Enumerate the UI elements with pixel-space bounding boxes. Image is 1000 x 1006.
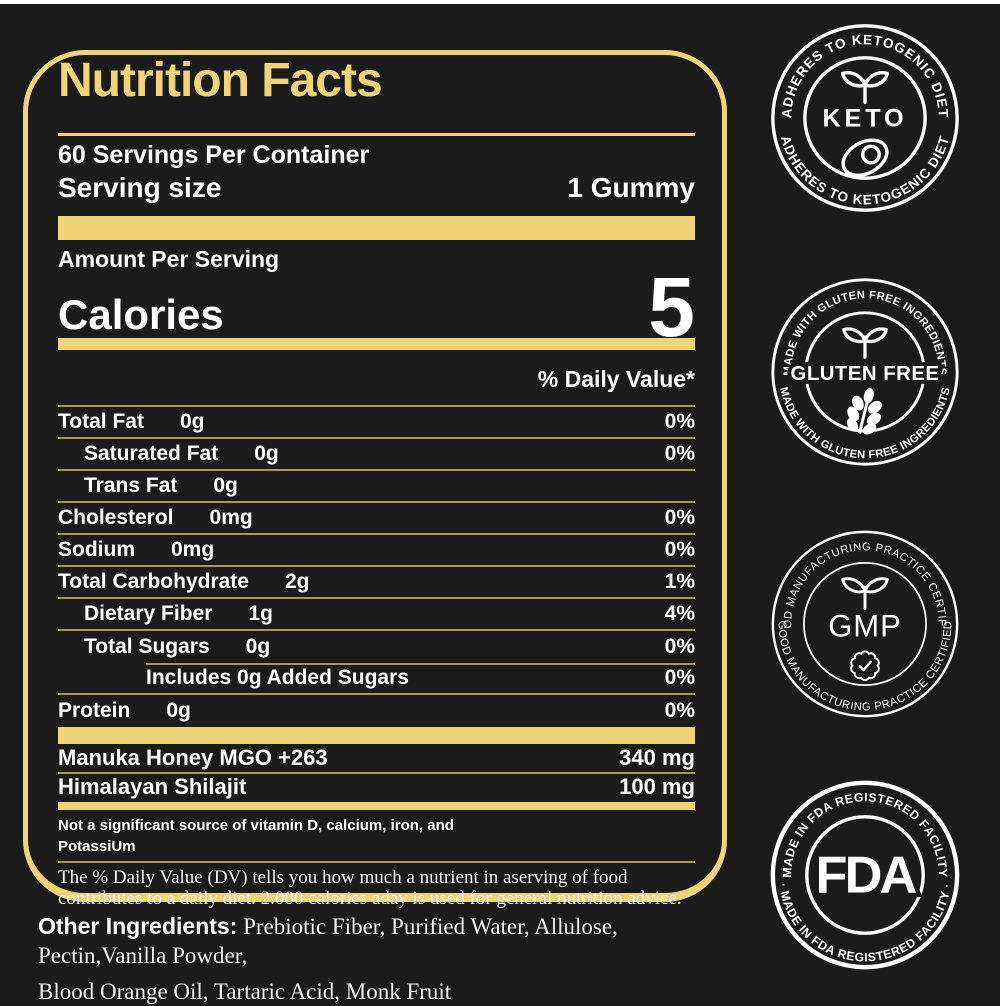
sprout-icon [840, 71, 890, 105]
not-significant-note: Not a significant source of vitamin D, c… [58, 810, 695, 857]
nutrient-row-protein: Protein 0g 0% [58, 695, 695, 727]
nutrient-row-trans-fat: Trans Fat 0g [58, 471, 695, 503]
badge-outer-ring [771, 530, 959, 718]
wheat-icon [846, 388, 882, 435]
nutrient-name: Saturated Fat [84, 442, 219, 465]
nutrient-dv: 1% [664, 570, 695, 593]
nutrient-dv: 0% [664, 506, 695, 529]
nutrient-name: Includes 0g Added Sugars [146, 666, 409, 689]
calories-label: Calories [58, 291, 224, 338]
medium-divider-bar [58, 338, 695, 350]
thick-divider-bar [58, 727, 695, 744]
daily-value-header: % Daily Value* [58, 350, 695, 407]
fda-logo-text: FDA [816, 846, 917, 904]
nutrient-amount: 0g [213, 474, 238, 497]
nutrient-dv: 0% [664, 635, 695, 658]
badge-gmp: GOOD MANUFACTURING PRACTICE CERTIFIED GO… [768, 527, 959, 718]
nutrient-name: Sodium [58, 538, 135, 561]
top-edge-strip [0, 0, 1000, 4]
serving-size-row: Serving size 1 Gummy [58, 172, 695, 204]
footnote-divider [58, 861, 695, 863]
footnote-line-1: The % Daily Value (DV) tells you how muc… [58, 867, 628, 888]
badge-arc-text-bottom: ADHERES TO KETOGENIC DIET [778, 134, 952, 208]
footnote-line-2: contributes to a daily diet. 2.000 calor… [58, 888, 682, 909]
nutrient-dv: 0% [664, 666, 695, 689]
nutrient-name: Protein [58, 699, 131, 722]
nutrient-row-saturated-fat: Saturated Fat 0g 0% [58, 439, 695, 471]
nutrient-dv: 0% [664, 699, 695, 722]
note-line-1: Not a significant source of vitamin D, c… [58, 817, 454, 834]
supplement-value: 100 mg [619, 774, 695, 799]
nutrient-amount: 0mg [171, 538, 215, 561]
badge-keto: ADHERES TO KETOGENIC DIET ADHERES TO KET… [771, 24, 959, 212]
nutrient-dv: 0% [664, 538, 695, 561]
avocado-icon [841, 138, 889, 177]
nutrient-amount: 2g [284, 570, 310, 593]
nutrient-dv: 0% [664, 410, 695, 433]
servings-per-container: 60 Servings Per Container [58, 141, 370, 169]
badge-outer-ring [771, 24, 959, 212]
nutrient-row-total-carbohydrate: Total Carbohydrate 2g 1% [58, 567, 695, 599]
nutrient-amount: 0mg [209, 506, 253, 529]
badge-inner-ring [805, 815, 925, 935]
other-ingredients-line-1: Prebiotic Fiber, Purified Water, Allulos… [38, 914, 618, 968]
supplement-name: Manuka Honey MGO +263 [58, 745, 328, 770]
supplement-name: Himalayan Shilajit [58, 774, 247, 799]
amount-per-serving-label: Amount Per Serving [58, 246, 280, 272]
badge-center-text: KETO [822, 105, 907, 133]
nutrient-name: Trans Fat [84, 474, 178, 497]
small-divider-bar [58, 802, 695, 810]
nutrient-amount: 0g [254, 442, 279, 465]
sprout-icon [841, 577, 889, 610]
other-ingredients: Other Ingredients: Prebiotic Fiber, Puri… [38, 912, 728, 1006]
nutrient-amount: 0g [179, 410, 205, 433]
badge-center-text: GMP [828, 609, 902, 644]
nutrient-row-dietary-fiber: Dietary Fiber 1g 4% [58, 599, 695, 631]
nutrient-dv: 0% [664, 442, 695, 465]
nutrient-row-total-fat: Total Fat 0g 0% [58, 407, 695, 439]
seal-check-icon [850, 650, 880, 681]
nutrient-amount: 0g [245, 635, 271, 658]
title-divider [58, 133, 695, 136]
nutrient-row-sodium: Sodium 0mg 0% [58, 535, 695, 567]
nutrient-row-total-sugars: Total Sugars 0g 0% [58, 631, 695, 663]
nutrition-facts-panel: Nutrition Facts 60 Servings Per Containe… [23, 50, 727, 909]
badge-gluten-free: MADE WITH GLUTEN FREE INGREDIENTS MADE W… [771, 278, 959, 466]
nutrient-name: Dietary Fiber [84, 602, 213, 625]
badge-fda: MADE IN FDA REGISTERED FACILITY · MADE I… [770, 780, 960, 970]
note-line-2: PotassiUm [58, 838, 136, 855]
nutrient-name: Cholesterol [58, 506, 174, 529]
serving-size-label: Serving size [58, 172, 222, 203]
badge-inner-ring [803, 562, 927, 686]
nutrient-amount: 0g [166, 699, 191, 722]
sprout-icon [842, 327, 888, 359]
badge-center-text: GLUTEN FREE [791, 363, 940, 385]
panel-title: Nutrition Facts [58, 54, 383, 107]
nutrient-name: Total Carbohydrate [58, 570, 249, 593]
nutrient-dv: 4% [664, 602, 695, 625]
supplement-value: 340 mg [619, 745, 695, 770]
nutrient-row-cholesterol: Cholesterol 0mg 0% [58, 503, 695, 535]
calories-value: 5 [648, 260, 695, 354]
supplement-row-shilajit: Himalayan Shilajit 100 mg [58, 774, 695, 800]
nutrient-row-added-sugars: Includes 0g Added Sugars 0% [58, 663, 695, 695]
nutrient-name: Total Fat [58, 410, 144, 433]
thick-divider-bar [58, 216, 695, 240]
badge-inner-ring [803, 56, 927, 180]
calories-row: Calories 5 [58, 260, 695, 354]
nutrient-name: Total Sugars [84, 635, 210, 658]
other-ingredients-line-2: Blood Orange Oil, Tartaric Acid, Monk Fr… [38, 979, 452, 1004]
supplement-row-manuka-honey: Manuka Honey MGO +263 340 mg [58, 744, 695, 774]
other-ingredients-label: Other Ingredients: [38, 913, 238, 939]
daily-value-footnote: The % Daily Value (DV) tells you how muc… [58, 863, 695, 909]
badge-outer-ring [770, 780, 960, 970]
badge-outer-ring [771, 278, 959, 466]
serving-size-value: 1 Gummy [567, 172, 695, 203]
nutrient-amount: 1g [248, 602, 273, 625]
